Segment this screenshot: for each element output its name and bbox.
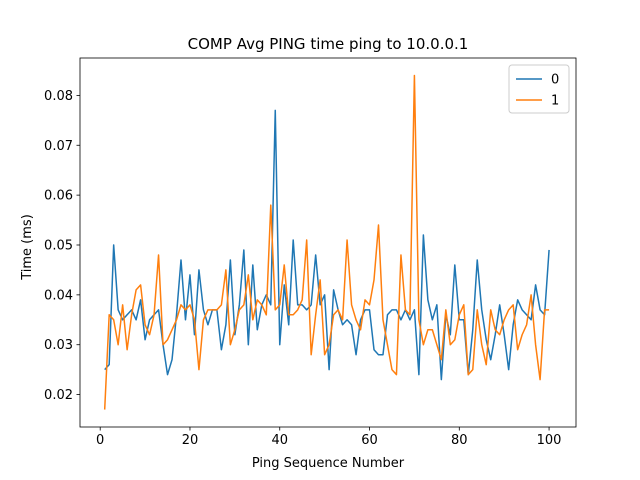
y-tick-label-2: 0.04 (44, 288, 73, 303)
series-layer (103, 74, 550, 410)
y-tick-label-1: 0.03 (44, 338, 73, 353)
x-tick-label-4: 80 (451, 433, 468, 448)
x-tick-label-5: 100 (537, 433, 562, 448)
axes-frame (79, 57, 577, 428)
legend: 01 (508, 64, 570, 114)
axes-layer: 0 20 40 60 80 100 0.02 0.03 0.04 0.05 0.06 0.07 0.08 (44, 57, 577, 448)
y-tick-label-4: 0.06 (44, 189, 73, 204)
y-tick-label-3: 0.05 (44, 238, 73, 253)
y-tick-label-6: 0.08 (44, 89, 73, 104)
series-line-0 (104, 109, 550, 381)
plot-area (80, 58, 576, 427)
x-axis-label: Ping Sequence Number (252, 456, 405, 471)
x-tick-label-2: 40 (271, 433, 288, 448)
legend-label-0: 0 (551, 73, 559, 88)
legend-box (508, 64, 570, 114)
plot-background (80, 58, 576, 427)
chart-title: COMP Avg PING time ping to 10.0.0.1 (188, 35, 469, 53)
y-tick-label-0: 0.02 (44, 388, 73, 403)
legend-label-1: 1 (551, 94, 559, 109)
y-tick-label-5: 0.07 (44, 139, 73, 154)
x-tick-label-1: 20 (182, 433, 199, 448)
series-line-1 (103, 74, 550, 410)
y-axis-label: Time (ms) (20, 214, 35, 281)
x-tick-label-3: 60 (361, 433, 378, 448)
x-tick-label-0: 0 (96, 433, 104, 448)
